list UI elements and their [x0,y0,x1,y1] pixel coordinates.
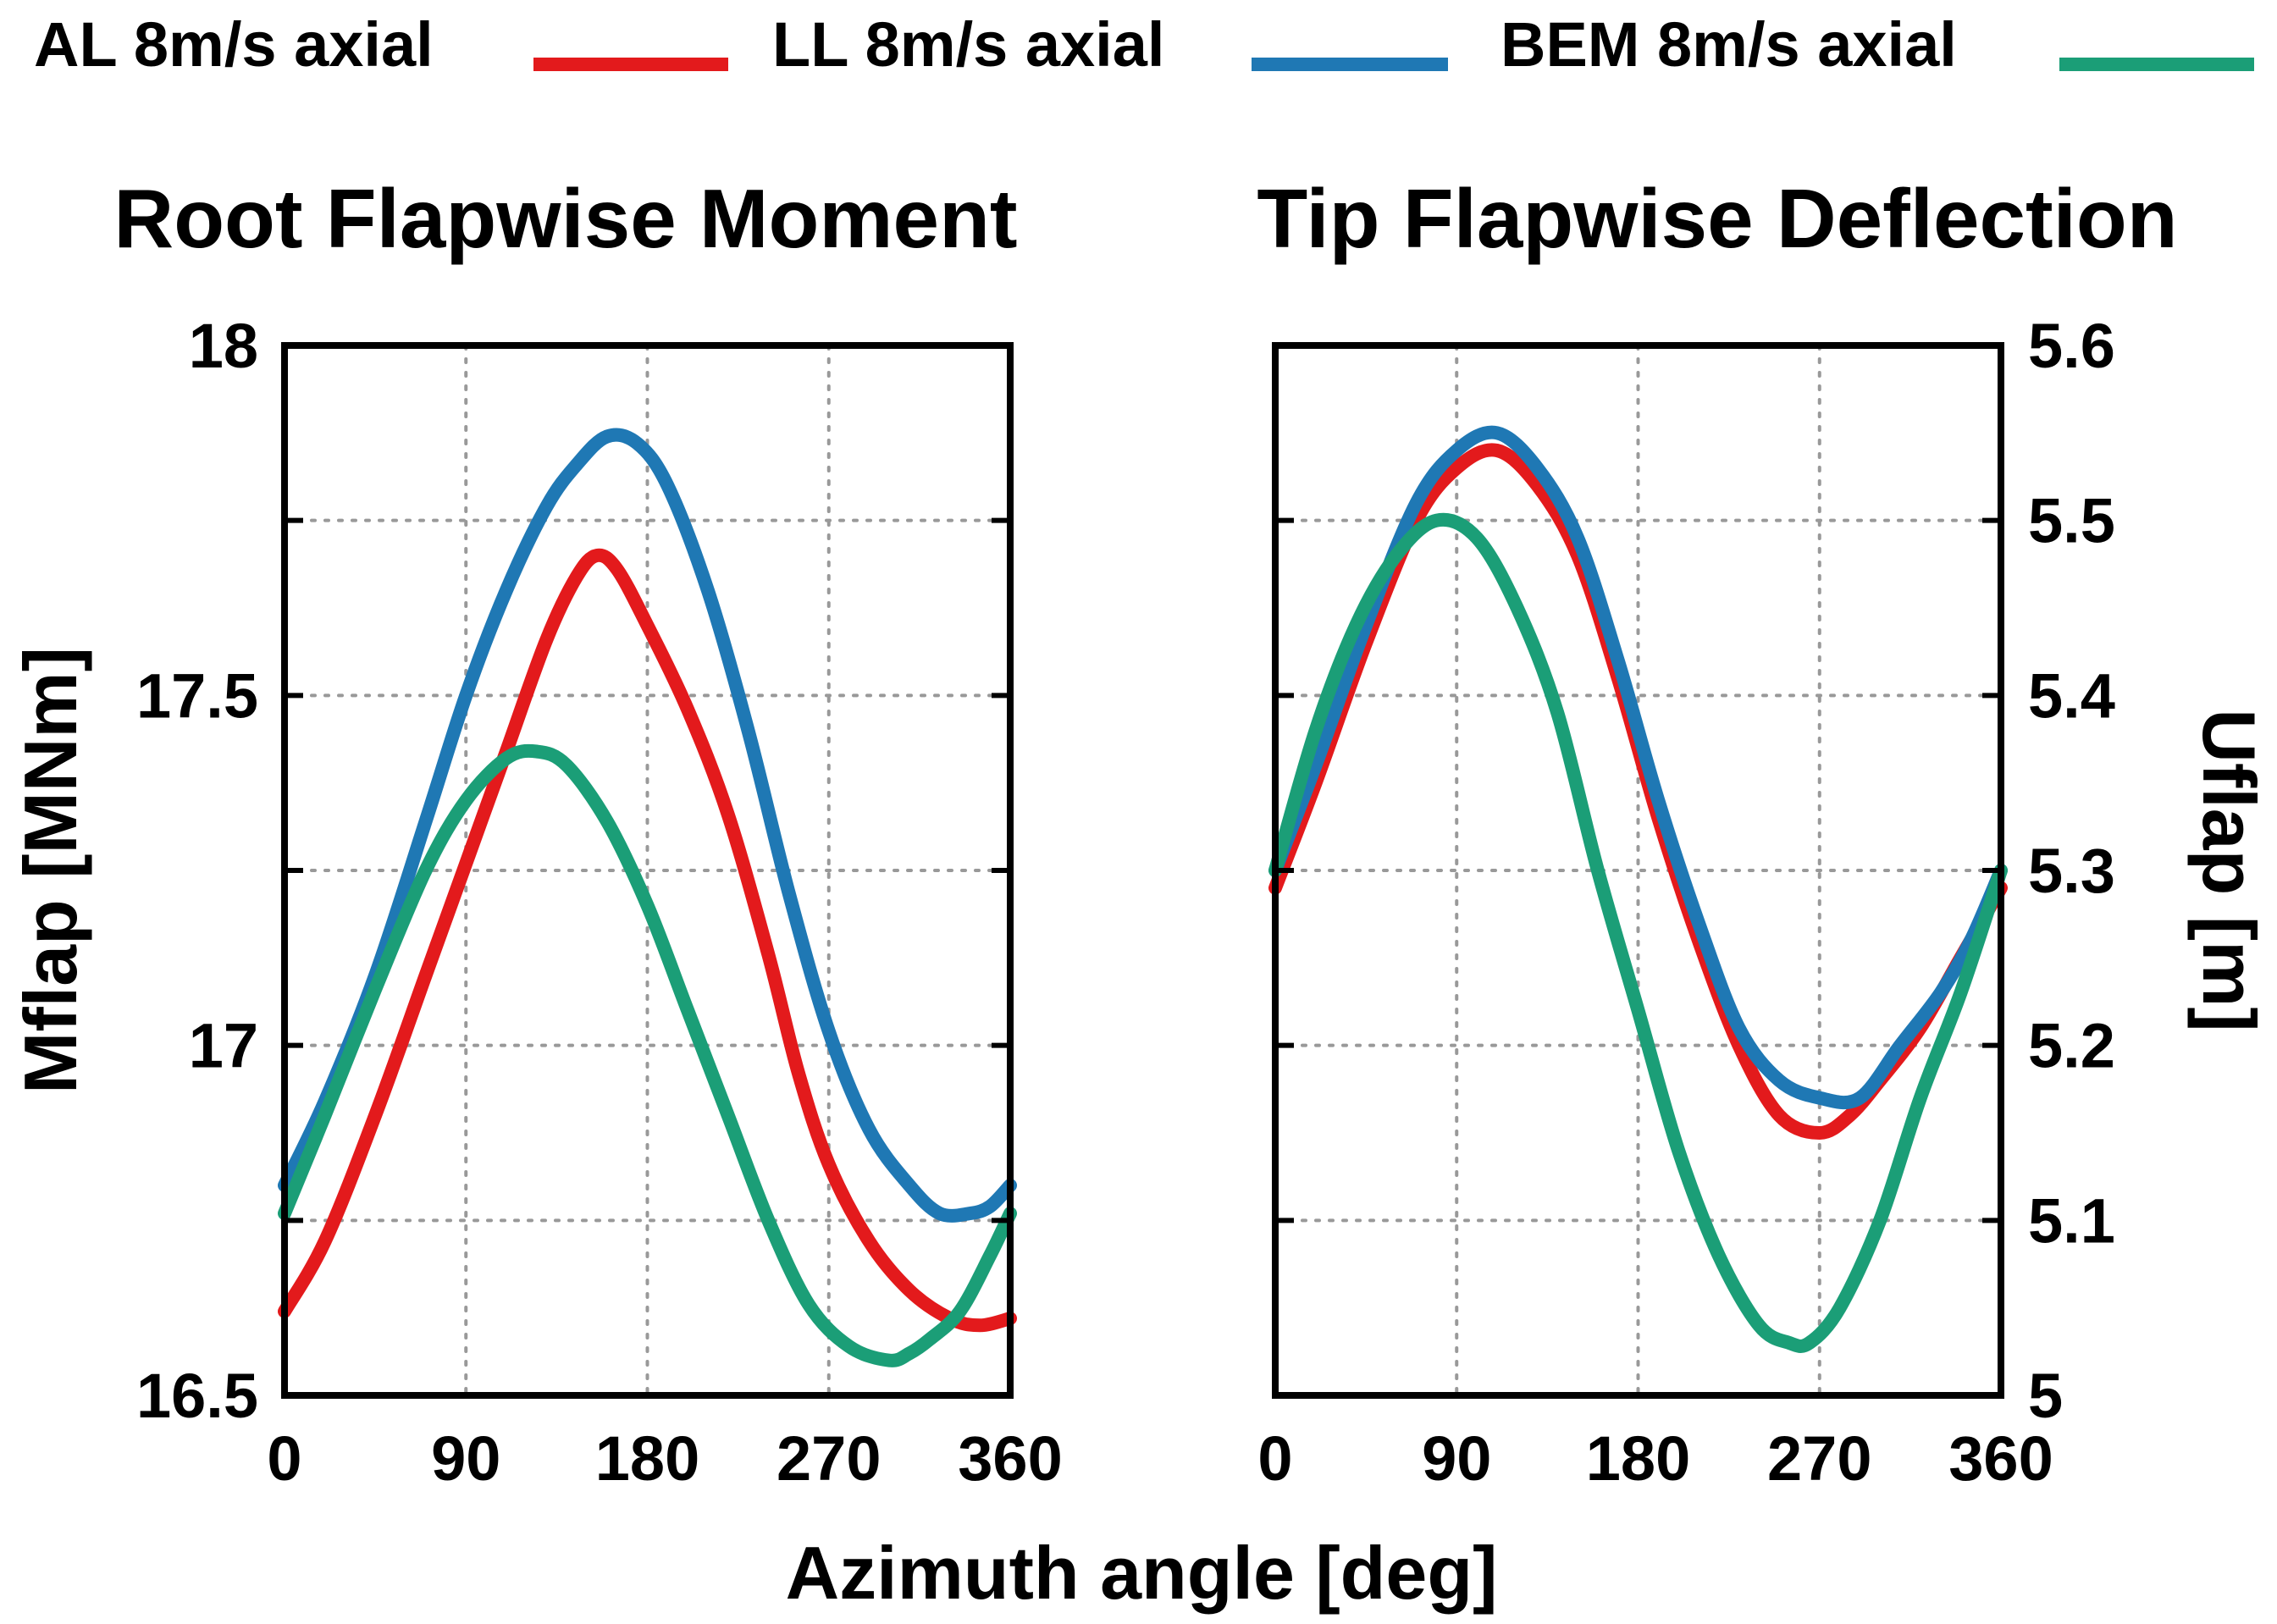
x-tick-label: 360 [958,1423,1062,1494]
x-tick-labels: 0 90 180 270 360 [1257,1423,2053,1494]
panel-title-root-moment: Root Flapwise Moment [113,172,1017,265]
x-tick-label: 360 [1948,1423,2053,1494]
y-axis-label-mflap: Mflap [MNm] [8,647,92,1094]
panel-tip-flapwise-deflection: Tip Flapwise Deflection 5 5.1 5.2 5.3 5.4 5.5… [1257,172,2271,1494]
x-tick-label: 90 [1422,1423,1491,1494]
x-tick-label: 90 [431,1423,500,1494]
grid [283,344,1012,1397]
y-tick-labels: 16.5 17 17.5 18 [136,311,258,1431]
y-axis-label-uflap: Uflap [m] [2187,709,2271,1031]
y-tick-label: 5.4 [2028,660,2115,731]
y-tick-label: 5.6 [2028,311,2115,381]
x-tick-label: 0 [267,1423,301,1494]
legend: AL 8m/s axial LL 8m/s axial BEM 8m/s axi… [34,9,2254,80]
x-tick-label: 270 [1767,1423,1871,1494]
legend-label-al: AL 8m/s axial [34,9,434,80]
legend-label-bem: BEM 8m/s axial [1500,9,1957,80]
series-line-ll [278,428,1017,1223]
panel-title-tip-deflection: Tip Flapwise Deflection [1257,172,2177,265]
series-line-al [278,548,1017,1333]
x-tick-label: 270 [777,1423,881,1494]
series-line-bem [1268,512,2008,1353]
y-tick-label: 18 [189,311,258,381]
series-line-bem [278,743,1017,1367]
x-tick-label: 0 [1257,1423,1292,1494]
tick-marks [285,517,1010,1224]
x-tick-label: 180 [595,1423,699,1494]
y-tick-label: 16.5 [136,1361,258,1431]
series-group [278,428,1017,1367]
y-tick-label: 5 [2028,1361,2063,1431]
grid [1274,344,2003,1397]
tick-marks [1275,517,2001,1224]
y-tick-label: 5.3 [2028,836,2115,906]
x-tick-labels: 0 90 180 270 360 [267,1423,1062,1494]
y-tick-label: 17.5 [136,660,258,731]
panel-root-flapwise-moment: Root Flapwise Moment 16.5 17 17.5 18 0 90 180… [8,172,1063,1494]
series-group [1268,425,2008,1353]
y-tick-label: 17 [189,1011,258,1081]
y-tick-label: 5.1 [2028,1185,2115,1256]
x-axis-label: Azimuth angle [deg] [786,1531,1498,1615]
y-tick-label: 5.2 [2028,1011,2115,1081]
y-tick-labels: 5 5.1 5.2 5.3 5.4 5.5 5.6 [2028,311,2115,1431]
y-tick-label: 5.5 [2028,486,2115,556]
x-tick-label: 180 [1586,1423,1690,1494]
legend-label-ll: LL 8m/s axial [772,9,1164,80]
